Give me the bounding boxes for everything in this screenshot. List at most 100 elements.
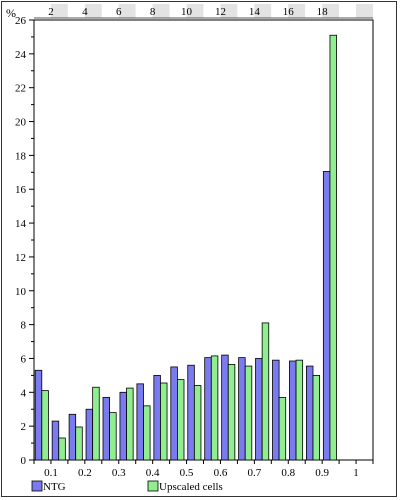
bar-ntg xyxy=(322,171,331,461)
bar-ntg xyxy=(51,420,60,461)
bar-ntg xyxy=(85,408,94,461)
x-axis: 0.1 0.2 0.3 0.4 0.5 0.6 0.7 0.8 0.9 1 xyxy=(33,460,374,479)
top-tick-label: 6 xyxy=(116,6,122,18)
top-band-cell xyxy=(169,4,187,18)
bar-upscaled-cells xyxy=(92,386,100,461)
top-band-cell xyxy=(135,4,153,18)
bar-upscaled-cells xyxy=(295,359,304,461)
bar-upscaled-cells xyxy=(109,412,117,461)
top-band-cell xyxy=(203,4,221,18)
legend-label-1: Upscaled cells xyxy=(159,481,223,493)
bar-ntg xyxy=(204,357,212,461)
y-tick-label: 24 xyxy=(15,49,27,61)
top-band-cell xyxy=(288,4,306,18)
bar-upscaled-cells xyxy=(261,322,270,461)
bar-ntg xyxy=(187,364,195,461)
x-tick-label: 0.7 xyxy=(247,467,261,479)
bar-upscaled-cells xyxy=(41,390,49,461)
y-tick-label: 4 xyxy=(21,387,27,399)
top-tick-label: 14 xyxy=(249,6,261,18)
top-tick-label: 4 xyxy=(82,6,88,18)
bar-ntg xyxy=(68,413,77,461)
bars xyxy=(34,34,337,461)
bar-ntg xyxy=(153,374,161,461)
bar-ntg xyxy=(272,359,280,461)
bar-ntg xyxy=(221,354,229,461)
bar-upscaled-cells xyxy=(193,385,202,461)
top-band-cell xyxy=(271,4,289,18)
top-band-cell xyxy=(118,4,136,18)
bar-ntg xyxy=(305,365,314,461)
top-band-cell xyxy=(186,4,204,18)
bar-ntg xyxy=(102,396,110,461)
x-tick-label: 0.8 xyxy=(281,467,295,479)
bar-upscaled-cells xyxy=(126,387,134,461)
top-tick-label: 8 xyxy=(150,6,156,18)
top-band-cell xyxy=(101,4,119,18)
bar-upscaled-cells xyxy=(278,396,287,461)
bar-ntg xyxy=(289,360,297,461)
top-band-cell xyxy=(339,4,357,18)
bar-upscaled-cells xyxy=(58,437,66,461)
top-band-cell xyxy=(152,4,170,18)
plot-area xyxy=(33,19,374,461)
y-tick-label: 2 xyxy=(21,421,27,433)
x-tick-label: 0.2 xyxy=(78,467,92,479)
legend-swatch-0 xyxy=(31,480,43,492)
plot-border xyxy=(33,19,374,461)
y-tick-label: 0 xyxy=(21,455,27,467)
bar-upscaled-cells xyxy=(227,363,236,461)
bar-upscaled-cells xyxy=(329,34,337,461)
bar-upscaled-cells xyxy=(176,379,185,461)
top-band-cell xyxy=(67,4,85,18)
bar-upscaled-cells xyxy=(244,365,253,461)
bar-ntg xyxy=(170,366,178,461)
x-tick-label: 0.5 xyxy=(180,467,194,479)
top-tick-label: 16 xyxy=(283,6,295,18)
y-axis-label: % xyxy=(6,6,16,20)
bar-upscaled-cells xyxy=(312,374,320,461)
bar-ntg xyxy=(238,357,246,461)
x-tick-label: 0.9 xyxy=(315,467,329,479)
bar-upscaled-cells xyxy=(160,382,168,461)
bar-upscaled-cells xyxy=(75,426,83,461)
bar-ntg xyxy=(136,383,144,461)
y-tick-label: 22 xyxy=(15,83,26,95)
top-axis: 2 4 6 8 10 12 14 16 18 xyxy=(48,6,328,18)
x-tick-label: 1 xyxy=(353,467,359,479)
x-tick-label: 0.1 xyxy=(44,467,58,479)
top-band-cell xyxy=(305,4,323,18)
x-tick-label: 0.3 xyxy=(112,467,126,479)
top-band-cell xyxy=(237,4,255,18)
bar-ntg xyxy=(119,391,127,461)
legend-label-0: NTG xyxy=(43,481,66,493)
y-tick-label: 26 xyxy=(15,15,27,27)
top-band-cell xyxy=(356,4,373,18)
top-band-cell xyxy=(322,4,340,18)
top-tick-label: 18 xyxy=(317,6,329,18)
legend: NTG Upscaled cells xyxy=(31,480,223,493)
y-tick-label: 16 xyxy=(15,184,27,196)
top-band-cell xyxy=(34,4,51,18)
bar-ntg xyxy=(255,358,263,461)
top-tick-label: 2 xyxy=(48,6,54,18)
y-tick-label: 14 xyxy=(15,218,27,230)
top-tick-label: 10 xyxy=(181,6,193,18)
legend-swatch-1 xyxy=(147,480,159,492)
top-band-cell xyxy=(254,4,272,18)
bar-ntg xyxy=(34,369,43,461)
top-band-cell xyxy=(50,4,68,18)
y-tick-label: 12 xyxy=(15,252,26,264)
bar-upscaled-cells xyxy=(143,405,151,461)
x-tick-label: 0.6 xyxy=(214,467,228,479)
y-tick-label: 18 xyxy=(15,150,27,162)
x-tick-label: 0.4 xyxy=(146,467,160,479)
top-band-cell xyxy=(84,4,102,18)
y-tick-label: 8 xyxy=(21,320,27,332)
top-band-cell xyxy=(220,4,238,18)
y-tick-label: 6 xyxy=(21,353,27,365)
top-axis-band xyxy=(34,4,373,19)
bar-upscaled-cells xyxy=(210,355,219,461)
